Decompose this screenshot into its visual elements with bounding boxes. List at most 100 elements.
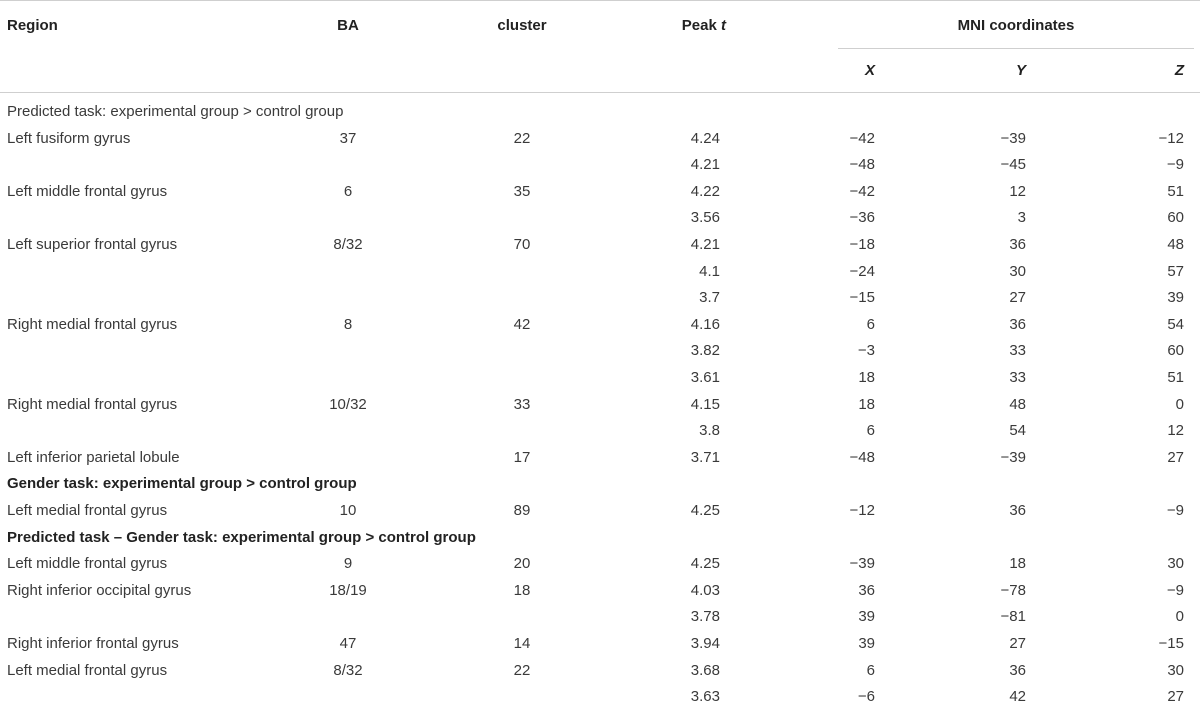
cell-y: −81	[1000, 608, 1026, 626]
cell-y: −39	[1000, 129, 1026, 147]
table-row: Right inferior occipital gyrus 18/19 18 4.0…	[0, 578, 1200, 605]
cell-x: −48	[849, 448, 875, 466]
cell-y: 18	[1009, 555, 1026, 573]
cell-z: 39	[1167, 289, 1184, 307]
table-row: 3.56 −36 3 60	[0, 205, 1200, 232]
cell-peak: 3.56	[690, 209, 720, 227]
cell-x: −3	[857, 342, 875, 360]
cell-region: Left inferior parietal lobule	[7, 448, 180, 466]
cell-z: −12	[1158, 129, 1184, 147]
cell-y: −39	[1000, 448, 1026, 466]
cell-z: 60	[1167, 209, 1184, 227]
cell-y: 48	[1009, 395, 1026, 413]
cell-x: 6	[866, 661, 875, 679]
cell-z: −9	[1166, 581, 1184, 599]
cell-x: 6	[866, 422, 875, 440]
table-row: Left superior frontal gyrus 8/32 70 4.21 −18…	[0, 232, 1200, 259]
section-label: Predicted task – Gender task: experiment…	[7, 528, 476, 546]
cell-cluster: 20	[513, 555, 531, 573]
cell-ba: 37	[339, 129, 357, 147]
cell-z: 27	[1167, 448, 1184, 466]
cell-peak: 4.25	[690, 555, 720, 573]
cell-peak: 4.16	[690, 315, 720, 333]
header-z: Z	[1084, 62, 1184, 80]
cell-ba: 10/32	[329, 395, 367, 413]
table-row: Right inferior frontal gyrus 47 14 3.94 39 27…	[0, 631, 1200, 658]
cell-peak: 4.21	[690, 156, 720, 174]
header-mni: MNI coordinates	[957, 17, 1075, 34]
cell-cluster: 17	[513, 448, 531, 466]
cell-y: 12	[1009, 182, 1026, 200]
cell-peak: 3.61	[690, 369, 720, 386]
cell-z: −9	[1166, 502, 1184, 519]
cell-ba: 18/19	[329, 581, 367, 599]
table-row: Left middle frontal gyrus 9 20 4.25 −39 18 30	[0, 551, 1200, 578]
cell-peak: 4.03	[690, 581, 720, 599]
header-peak-label: Peak	[681, 17, 721, 34]
cell-y: 36	[1009, 502, 1026, 519]
cell-peak: 4.25	[690, 502, 720, 519]
cell-cluster: 22	[513, 129, 531, 147]
cell-x: −24	[849, 262, 875, 280]
cell-x: −42	[849, 129, 875, 147]
cell-ba: 8	[343, 315, 353, 333]
section-row: Gender task: experimental group > contro…	[0, 471, 1200, 498]
cell-y: 42	[1009, 688, 1026, 706]
table-row: Left fusiform gyrus 37 22 4.24 −42 −39 −12	[0, 126, 1200, 153]
cell-x: −42	[849, 182, 875, 200]
header-peak-t: Peak t	[640, 17, 726, 35]
cell-peak: 4.1	[699, 262, 720, 280]
cell-z: 30	[1167, 555, 1184, 573]
section-label: Predicted task: experimental group > con…	[7, 103, 344, 120]
cell-x: −48	[849, 156, 875, 174]
cell-region: Right inferior occipital gyrus	[7, 581, 192, 599]
cell-x: 36	[858, 581, 875, 599]
table-top-rule	[0, 0, 1200, 1]
cell-region: Right medial frontal gyrus	[7, 395, 178, 413]
table-row: 4.21 −48 −45 −9	[0, 152, 1200, 179]
header-y-label: Y	[1015, 62, 1026, 79]
cell-region: Right medial frontal gyrus	[7, 315, 178, 333]
cell-peak: 4.15	[690, 395, 720, 413]
cell-x: 18	[858, 395, 875, 413]
cell-z: −15	[1158, 635, 1184, 652]
header-region: Region	[7, 17, 58, 34]
cell-y: −78	[1000, 581, 1026, 599]
cell-z: 54	[1167, 315, 1184, 333]
cell-z: 0	[1175, 608, 1184, 626]
header-x: X	[775, 62, 875, 80]
table-row: 3.8 6 54 12	[0, 418, 1200, 445]
table-row: Left medial frontal gyrus 10 89 4.25 −12 36 −9	[0, 498, 1200, 525]
cell-region: Left middle frontal gyrus	[7, 182, 168, 200]
cell-y: 33	[1009, 369, 1026, 386]
cell-peak: 3.63	[690, 688, 720, 706]
cell-ba: 8/32	[333, 236, 363, 253]
table-row: 3.7 −15 27 39	[0, 285, 1200, 312]
header-y: Y	[926, 62, 1026, 80]
cell-y: 33	[1009, 342, 1026, 360]
cell-cluster: 89	[513, 502, 531, 519]
header-cluster: cluster	[497, 17, 547, 34]
cell-x: −6	[857, 688, 875, 706]
cell-ba: 10	[339, 502, 357, 519]
table-row: 3.63 −6 42 27	[0, 684, 1200, 711]
cell-x: −12	[849, 502, 875, 519]
cell-peak: 4.21	[690, 236, 720, 253]
table-row: 3.61 18 33 51	[0, 365, 1200, 392]
cell-x: −15	[849, 289, 875, 307]
cell-peak: 3.82	[690, 342, 720, 360]
table-row: Left middle frontal gyrus 6 35 4.22 −42 12 51	[0, 179, 1200, 206]
cell-y: 27	[1009, 289, 1026, 307]
cell-ba: 47	[339, 635, 357, 652]
cell-y: −45	[1000, 156, 1026, 174]
cell-z: 12	[1167, 422, 1184, 440]
header-bottom-rule	[0, 92, 1200, 93]
cell-region: Left middle frontal gyrus	[7, 555, 168, 573]
cell-x: 39	[858, 635, 875, 652]
cell-y: 36	[1009, 236, 1026, 253]
cell-z: 51	[1167, 182, 1184, 200]
cell-cluster: 14	[513, 635, 531, 652]
cell-y: 54	[1009, 422, 1026, 440]
header-ba: BA	[337, 17, 359, 34]
